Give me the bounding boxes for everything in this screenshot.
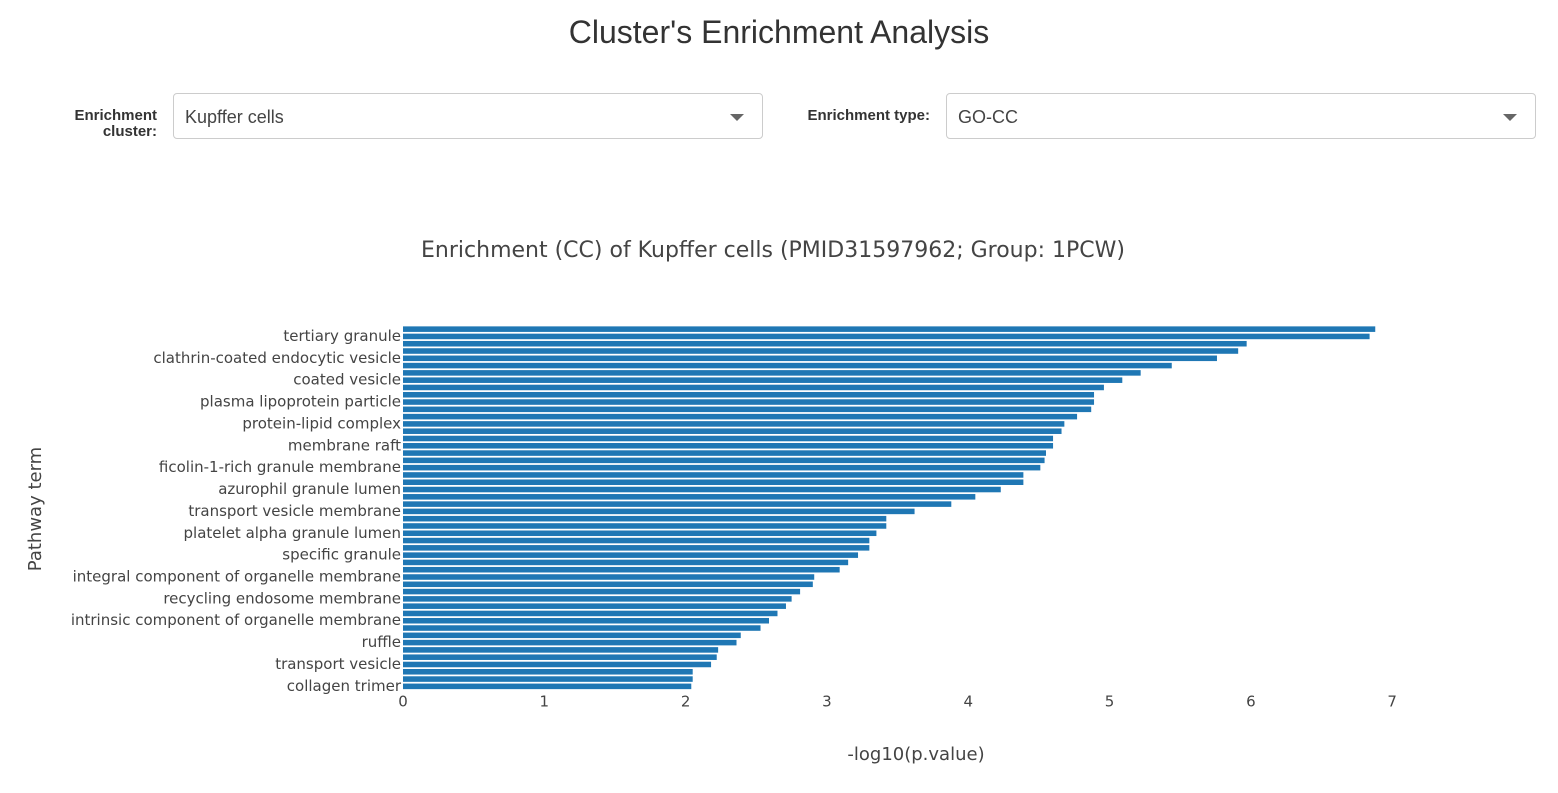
chart-title: Enrichment (CC) of Kupffer cells (PMID31… — [421, 238, 1125, 263]
y-tick-label: membrane raft — [288, 436, 401, 454]
bar — [403, 552, 859, 558]
bar — [403, 603, 786, 609]
bar — [403, 348, 1239, 354]
dropdown-arrow — [730, 114, 744, 121]
bar — [403, 676, 693, 682]
y-tick-label: ficolin-1-rich granule membrane — [159, 458, 401, 476]
bar — [403, 428, 1062, 434]
bar — [403, 566, 840, 573]
bar — [403, 450, 1046, 456]
y-tick-label: intrinsic component of organelle membran… — [71, 611, 401, 629]
bar — [403, 333, 1370, 340]
bar — [403, 486, 1001, 493]
bar — [403, 625, 761, 631]
bar — [403, 515, 887, 522]
bar — [403, 508, 915, 515]
y-tick-label: integral component of organelle membrane — [73, 568, 401, 586]
bar — [403, 647, 719, 653]
bar — [403, 406, 1092, 413]
bar — [403, 399, 1095, 405]
bar — [403, 632, 741, 639]
bar — [403, 501, 952, 507]
bar — [403, 472, 1024, 478]
bar — [403, 362, 1172, 369]
bar — [403, 574, 815, 580]
bar — [403, 479, 1024, 486]
x-tick-label: 5 — [1105, 693, 1115, 711]
x-axis-title: -log10(p.value) — [847, 744, 984, 765]
bar — [403, 443, 1054, 449]
bar — [403, 340, 1247, 347]
x-tick-label: 7 — [1387, 693, 1397, 711]
dropdown[interactable]: GO-CC — [946, 93, 1536, 139]
bar — [403, 530, 877, 537]
y-tick-label: transport vesicle membrane — [188, 502, 401, 520]
x-tick-label: 4 — [963, 693, 973, 711]
y-tick-label: clathrin-coated endocytic vesicle — [153, 349, 401, 367]
dropdown-arrow — [1503, 114, 1517, 121]
control-label: Enrichment cluster: — [74, 107, 157, 140]
bar — [403, 413, 1078, 420]
bar — [403, 494, 976, 500]
bar — [403, 588, 801, 595]
y-tick-label: protein-lipid complex — [242, 414, 401, 432]
bar — [403, 654, 717, 660]
y-tick-label: plasma lipoprotein particle — [200, 393, 401, 411]
y-tick-label: platelet alpha granule lumen — [184, 524, 401, 542]
y-tick-label: collagen trimer — [287, 677, 402, 695]
bar — [403, 581, 813, 588]
bar — [403, 464, 1041, 471]
y-tick-label: azurophil granule lumen — [218, 480, 401, 498]
bar — [403, 617, 770, 624]
bar — [403, 596, 792, 602]
y-tick-label: transport vesicle — [275, 655, 401, 673]
bar — [403, 559, 849, 566]
control-label: Enrichment type: — [807, 107, 930, 124]
y-tick-label: recycling endosome membrane — [163, 589, 401, 607]
bar — [403, 537, 870, 544]
y-tick-label: coated vesicle — [293, 371, 401, 389]
bar — [403, 384, 1104, 391]
y-tick-label: ruffle — [362, 633, 401, 651]
x-tick-label: 0 — [398, 693, 408, 711]
bar — [403, 610, 778, 617]
bar — [403, 435, 1054, 442]
bar — [403, 457, 1045, 464]
dropdown[interactable]: Kupffer cells — [173, 93, 763, 139]
bar — [403, 639, 737, 646]
bar — [403, 391, 1095, 398]
dropdown-value: GO-CC — [958, 107, 1018, 127]
bar — [403, 523, 887, 529]
y-tick-label: tertiary granule — [283, 327, 401, 345]
bar — [403, 421, 1065, 427]
bar — [403, 669, 693, 675]
x-tick-label: 3 — [822, 693, 832, 711]
page-title: Cluster's Enrichment Analysis — [568, 14, 990, 50]
bar — [403, 370, 1141, 376]
bar — [403, 545, 870, 551]
bar — [403, 377, 1123, 383]
x-tick-label: 1 — [540, 693, 550, 711]
dropdown-value: Kupffer cells — [185, 107, 284, 127]
y-axis-title: Pathway term — [25, 447, 46, 571]
y-tick-label: specific granule — [282, 546, 401, 564]
x-tick-label: 2 — [681, 693, 691, 711]
bar — [403, 355, 1217, 362]
bar — [403, 326, 1376, 332]
bar — [403, 683, 692, 690]
bar — [403, 661, 712, 668]
x-tick-label: 6 — [1246, 693, 1256, 711]
